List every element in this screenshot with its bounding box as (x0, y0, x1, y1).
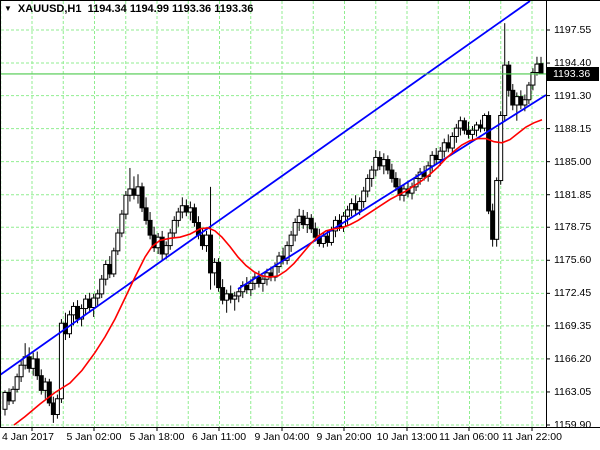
price-tick-label: 1166.20 (554, 352, 592, 365)
chart-title-text: XAUUSD,H1 1194.34 1194.99 1193.36 1193.3… (17, 3, 254, 15)
gridlines (0, 1, 546, 427)
time-tick-label: 4 Jan 2017 (2, 431, 54, 443)
price-tick-label: 1185.00 (554, 155, 592, 168)
price-tick-label: 1194.40 (554, 57, 592, 70)
chart-header: ▼ XAUUSD,H1 1194.34 1194.99 1193.36 1193… (4, 2, 253, 16)
current-price-badge: 1193.36 (546, 66, 599, 81)
price-tick-label: 1175.60 (554, 254, 592, 267)
axes-frame (0, 0, 600, 428)
time-tick-label: 9 Jan 04:00 (254, 431, 310, 443)
price-tick-label: 1191.30 (554, 89, 592, 102)
price-tick-label: 1181.85 (554, 188, 592, 201)
time-tick-label: 11 Jan 22:00 (502, 431, 562, 443)
symbol-dropdown-icon[interactable]: ▼ (4, 4, 12, 13)
price-tick-label: 1197.55 (554, 24, 592, 36)
candlestick-series (2, 23, 544, 423)
time-tick-label: 11 Jan 06:00 (439, 431, 499, 443)
time-tick-label: 6 Jan 11:00 (191, 431, 247, 443)
moving-average-line (13, 118, 543, 426)
price-tick-label: 1172.45 (554, 287, 592, 300)
time-tick-label: 9 Jan 20:00 (316, 431, 372, 443)
price-tick-label: 1159.90 (554, 419, 592, 431)
price-tick-label: 1178.75 (554, 221, 592, 234)
time-tick-label: 10 Jan 13:00 (376, 431, 438, 443)
time-tick-label: 5 Jan 02:00 (66, 431, 122, 443)
axis-ticks (31, 29, 550, 431)
price-tick-label: 1188.15 (554, 122, 592, 135)
price-tick-label: 1169.35 (554, 319, 592, 332)
time-tick-label: 5 Jan 18:00 (129, 431, 185, 443)
trend-channel-lines[interactable] (0, 0, 547, 376)
price-tick-label: 1163.05 (554, 385, 592, 398)
